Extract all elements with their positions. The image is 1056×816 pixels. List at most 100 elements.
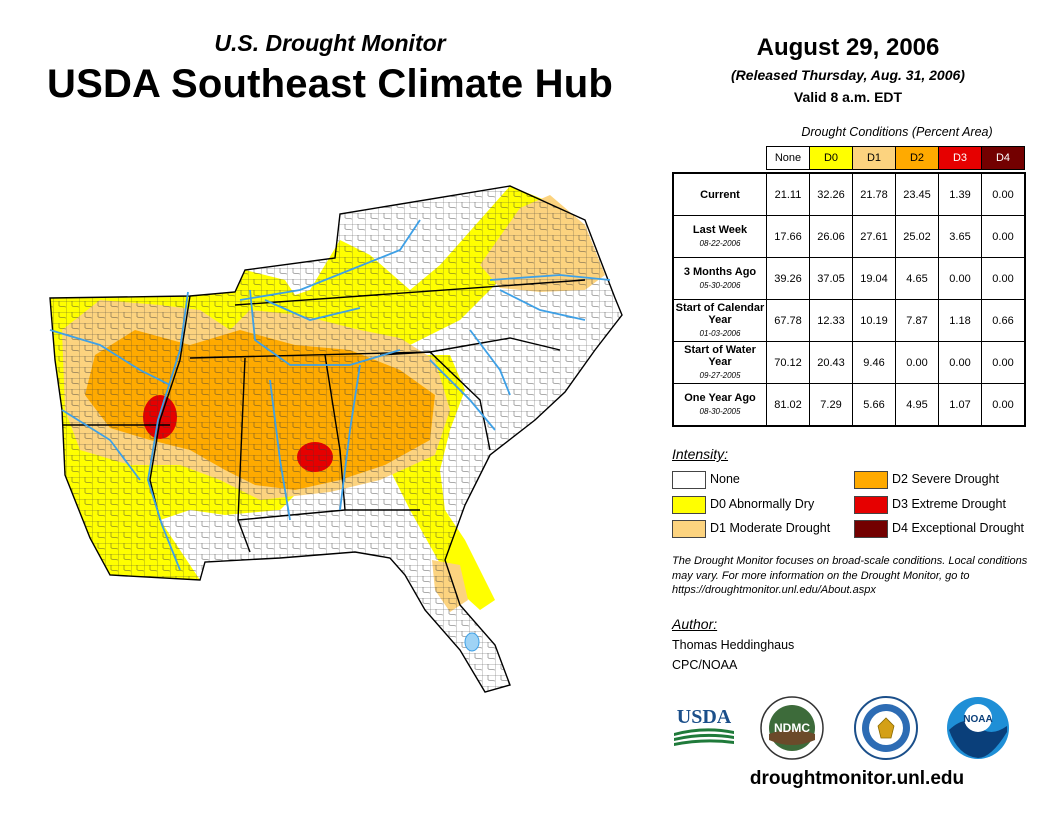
table-cell: 0.00 (981, 383, 1026, 427)
row-date: 05-30-2006 (699, 280, 741, 290)
table-row: Current 21.11 32.26 21.78 23.45 1.39 0.0… (672, 172, 1026, 216)
region-outline (49, 185, 623, 693)
table-cell: 0.00 (895, 341, 939, 384)
table-caption: Drought Conditions (Percent Area) (801, 125, 993, 139)
row-label: One Year Ago 08-30-2005 (672, 383, 767, 427)
drought-statistics-table: Current 21.11 32.26 21.78 23.45 1.39 0.0… (672, 172, 1026, 427)
row-date: 08-30-2005 (699, 406, 741, 416)
table-cell: 26.06 (809, 215, 853, 258)
column-header-d0: D0 (809, 146, 853, 170)
table-cell: 0.66 (981, 299, 1026, 342)
table-cell: 39.26 (766, 257, 810, 300)
row-label-text: Current (700, 188, 740, 201)
drought-areas (50, 186, 622, 692)
website-link[interactable]: droughtmonitor.unl.edu (749, 768, 965, 789)
table-row: Start of Water Year 09-27-2005 70.12 20.4… (672, 341, 1026, 384)
column-header-d2: D2 (895, 146, 939, 170)
legend-swatch (854, 471, 888, 489)
river-red (61, 409, 141, 481)
table-cell: 4.65 (895, 257, 939, 300)
table-row: 3 Months Ago 05-30-2006 39.26 37.05 19.04… (672, 257, 1026, 300)
noaa-logo-text: NOAA (963, 714, 992, 725)
drought-map (49, 185, 623, 693)
column-header-d1: D1 (852, 146, 896, 170)
river-chattahoochee (339, 364, 361, 511)
table-cell: 21.78 (852, 172, 896, 216)
category-header-table: None D0 D1 D2 D3 D4 (766, 146, 1025, 170)
row-label: Start of Water Year 09-27-2005 (672, 341, 767, 384)
release-date: (Released Thursday, Aug. 31, 2006) (731, 67, 965, 83)
legend-label: D2 Severe Drought (892, 472, 1000, 486)
legend-label: D3 Extreme Drought (892, 497, 1006, 511)
river-roanoke (499, 289, 586, 321)
map-subtitle: U.S. Drought Monitor (214, 30, 446, 56)
row-date: 09-27-2005 (699, 370, 741, 380)
usda-logo-text: USDA (677, 706, 732, 728)
legend-label: D4 Exceptional Drought (892, 521, 1025, 535)
table-cell: 4.95 (895, 383, 939, 427)
river-pee-dee (469, 329, 511, 396)
river-mississippi (147, 291, 189, 571)
table-cell: 3.65 (938, 215, 982, 258)
usda-logo: USDA (672, 703, 736, 749)
table-cell: 0.00 (981, 172, 1026, 216)
row-label-text: 3 Months Ago (683, 265, 757, 278)
table-cell: 25.02 (895, 215, 939, 258)
table-cell: 19.04 (852, 257, 896, 300)
table-cell: 7.29 (809, 383, 853, 427)
lake-okeechobee (464, 632, 480, 652)
row-label-text: Last Week (692, 223, 748, 236)
state-line-gulf-coast (237, 509, 420, 521)
row-label: 3 Months Ago 05-30-2006 (672, 257, 767, 300)
author-organization: CPC/NOAA (672, 658, 738, 672)
table-cell: 1.07 (938, 383, 982, 427)
table-cell: 67.78 (766, 299, 810, 342)
legend-label: D1 Moderate Drought (710, 521, 831, 535)
column-header-d4: D4 (981, 146, 1025, 170)
state-line-nc-sc (429, 337, 561, 353)
table-cell: 23.45 (895, 172, 939, 216)
state-line-georgia-carolina (379, 351, 491, 451)
table-row: Start of Calendar Year 01-03-2006 67.78 1… (672, 299, 1026, 342)
table-cell: 81.02 (766, 383, 810, 427)
legend-swatch (854, 496, 888, 514)
table-cell: 17.66 (766, 215, 810, 258)
table-cell: 7.87 (895, 299, 939, 342)
disclaimer-note: The Drought Monitor focuses on broad-sca… (672, 555, 1028, 596)
column-header-none: None (766, 146, 810, 170)
row-label: Start of Calendar Year 01-03-2006 (672, 299, 767, 342)
legend-swatch (672, 496, 706, 514)
river-tennessee (249, 289, 401, 366)
valid-time: Valid 8 a.m. EDT (793, 89, 903, 105)
table-cell: 0.00 (981, 215, 1026, 258)
river-tombigbee (269, 379, 291, 521)
row-date: 01-03-2006 (699, 328, 741, 338)
table-cell: 21.11 (766, 172, 810, 216)
table-cell: 27.61 (852, 215, 896, 258)
table-cell: 0.00 (938, 257, 982, 300)
table-row: One Year Ago 08-30-2005 81.02 7.29 5.66 4… (672, 383, 1026, 427)
table-cell: 20.43 (809, 341, 853, 384)
row-label-text: Start of Water Year (684, 343, 756, 368)
table-cell: 0.00 (981, 257, 1026, 300)
row-label: Current (672, 172, 767, 216)
table-cell: 1.39 (938, 172, 982, 216)
table-cell: 5.66 (852, 383, 896, 427)
author-heading: Author: (672, 616, 718, 632)
legend-label: None (710, 472, 740, 486)
table-cell: 9.46 (852, 341, 896, 384)
table-cell: 32.26 (809, 172, 853, 216)
table-cell: 37.05 (809, 257, 853, 300)
state-line-kentucky (234, 279, 586, 306)
legend-swatch (672, 471, 706, 489)
legend-title: Intensity: (672, 446, 729, 462)
table-row: Last Week 08-22-2006 17.66 26.06 27.61 25… (672, 215, 1026, 258)
state-line-mississippi-river (149, 295, 191, 521)
legend-swatch (672, 520, 706, 538)
row-label: Last Week 08-22-2006 (672, 215, 767, 258)
table-cell: 10.19 (852, 299, 896, 342)
table-cell: 0.00 (981, 341, 1026, 384)
map-title: USDA Southeast Climate Hub (46, 62, 613, 106)
table-cell: 12.33 (809, 299, 853, 342)
river-james (489, 274, 611, 281)
